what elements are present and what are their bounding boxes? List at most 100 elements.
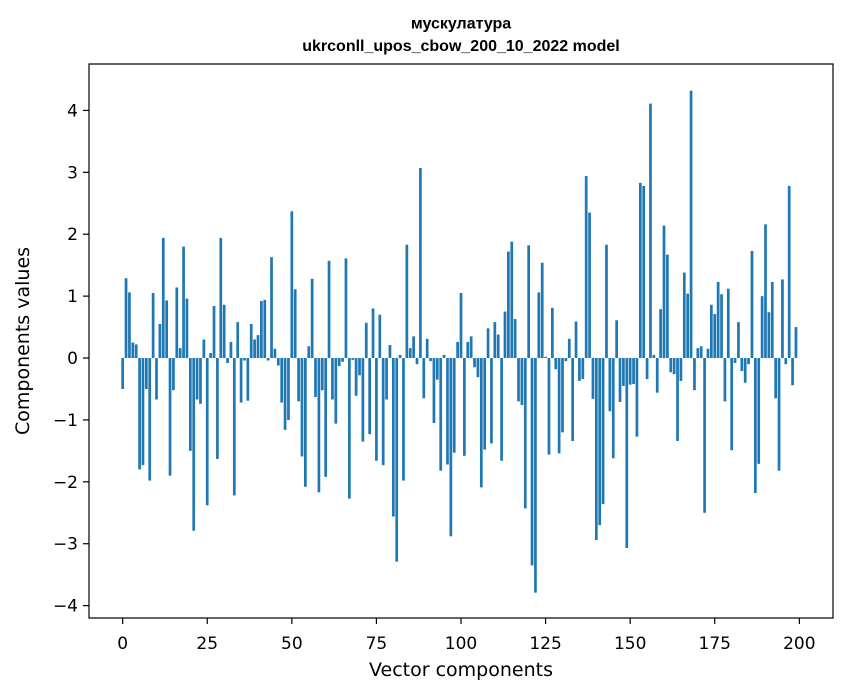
bar-186 — [750, 250, 754, 359]
bar-131 — [564, 358, 568, 362]
bar-41 — [260, 301, 263, 359]
bar-39 — [253, 339, 256, 359]
bar-86 — [412, 336, 415, 359]
bar-180 — [730, 358, 734, 451]
bar-12 — [161, 237, 165, 359]
bar-52 — [297, 358, 300, 402]
y-tick-label: 2 — [67, 225, 78, 245]
bar-5 — [138, 358, 141, 470]
bar-102 — [466, 341, 470, 359]
chart-subtitle: ukrconll_upos_cbow_200_10_2022 model — [302, 38, 619, 55]
bar-38 — [249, 323, 253, 359]
bar-157 — [652, 354, 656, 359]
bar-111 — [496, 334, 500, 359]
bar-55 — [307, 346, 311, 359]
bar-184 — [743, 358, 747, 383]
bar-7 — [144, 358, 148, 389]
bar-166 — [682, 272, 686, 359]
bar-92 — [432, 358, 436, 424]
bar-119 — [523, 358, 527, 509]
bar-17 — [178, 348, 182, 359]
bar-26 — [209, 353, 212, 359]
bar-24 — [202, 339, 206, 359]
bar-139 — [591, 358, 595, 399]
bar-168 — [689, 90, 693, 359]
bar-74 — [371, 308, 375, 359]
bar-14 — [168, 358, 172, 476]
bar-18 — [182, 246, 185, 359]
bar-196 — [784, 358, 788, 365]
x-tick-label: 150 — [614, 634, 646, 654]
bar-90 — [425, 338, 429, 359]
y-tick-label: −1 — [53, 411, 78, 431]
y-axis-label: Components values — [12, 247, 34, 435]
bar-178 — [723, 358, 727, 402]
bar-101 — [463, 358, 466, 456]
bar-161 — [666, 254, 669, 359]
bar-31 — [226, 358, 229, 363]
bar-160 — [662, 225, 666, 359]
bar-187 — [754, 358, 757, 493]
bar-167 — [686, 293, 690, 359]
bar-134 — [574, 321, 578, 359]
bar-195 — [781, 279, 784, 359]
bar-42 — [263, 299, 267, 359]
bar-104 — [473, 358, 476, 368]
bar-51 — [293, 289, 297, 359]
y-tick-label: 0 — [67, 349, 78, 369]
bar-67 — [348, 358, 351, 499]
bar-57 — [314, 358, 317, 398]
bar-199 — [794, 327, 798, 359]
bar-46 — [276, 358, 280, 366]
bar-25 — [205, 358, 209, 506]
bar-193 — [774, 358, 778, 399]
bar-19 — [185, 298, 189, 359]
bar-185 — [747, 358, 750, 365]
bar-69 — [354, 358, 358, 396]
x-tick-label: 100 — [445, 634, 477, 654]
x-tick-label: 75 — [366, 634, 388, 654]
bar-88 — [419, 167, 422, 359]
bar-28 — [216, 358, 219, 459]
bar-63 — [334, 358, 338, 424]
bar-61 — [327, 260, 331, 359]
bar-183 — [740, 358, 744, 372]
bar-87 — [415, 358, 419, 365]
bar-33 — [232, 358, 236, 496]
bar-58 — [317, 358, 321, 493]
bar-125 — [544, 356, 547, 359]
x-tick-label: 200 — [783, 634, 815, 654]
bar-148 — [622, 358, 625, 386]
chart-title: мускулатура — [411, 16, 511, 33]
bar-40 — [256, 335, 260, 359]
bar-0 — [121, 358, 125, 389]
bar-44 — [270, 257, 273, 359]
bar-72 — [364, 322, 368, 359]
bar-130 — [561, 358, 564, 433]
bar-93 — [435, 358, 439, 380]
bar-141 — [598, 358, 602, 526]
bar-135 — [578, 358, 581, 381]
bar-118 — [520, 358, 524, 406]
bar-122 — [534, 358, 537, 593]
bar-110 — [493, 322, 497, 359]
bar-147 — [618, 358, 622, 402]
bar-66 — [344, 258, 348, 359]
bar-197 — [787, 185, 791, 359]
bar-27 — [212, 306, 216, 359]
bar-103 — [469, 336, 473, 359]
bar-142 — [601, 358, 605, 505]
bar-138 — [588, 212, 591, 359]
bar-155 — [645, 358, 649, 380]
bar-162 — [669, 358, 673, 373]
bar-112 — [500, 358, 503, 461]
bar-175 — [713, 314, 717, 359]
bar-100 — [459, 293, 463, 359]
bar-16 — [175, 287, 179, 359]
bar-83 — [402, 358, 405, 481]
bar-73 — [368, 358, 372, 435]
bar-121 — [530, 358, 534, 566]
y-axis: −4 −3 −2 −1 0 1 2 3 4 — [53, 101, 89, 617]
bar-22 — [195, 358, 199, 400]
